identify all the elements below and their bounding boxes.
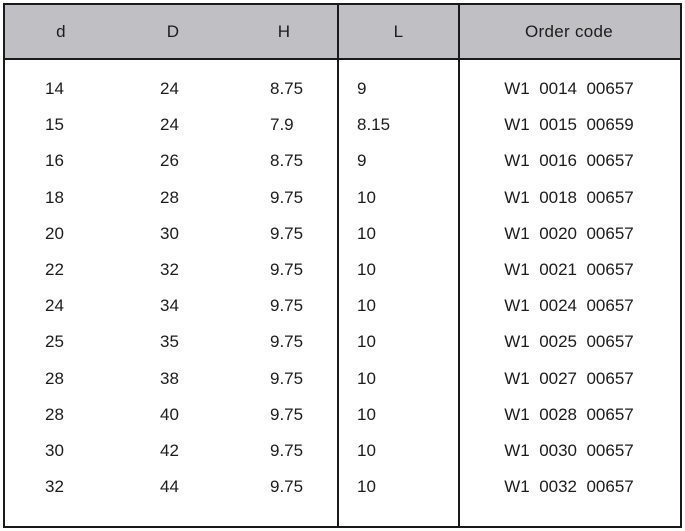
cell-order-code: W1 0016 00657	[504, 151, 634, 171]
cell-L: 10	[357, 477, 376, 497]
column-header-d: d	[56, 21, 66, 41]
cell-d: 25	[45, 332, 64, 352]
cell-D: 44	[160, 477, 179, 497]
cell-D: 35	[160, 332, 179, 352]
column-header-H: H	[277, 21, 291, 41]
cell-H: 9.75	[270, 368, 304, 388]
cell-H: 9.75	[270, 260, 304, 280]
cell-d: 24	[45, 296, 64, 316]
cell-H: 9.75	[270, 223, 304, 243]
table-body: 14 24 8.75 9 W1 0014 00657 15 24 7.9 8.1…	[5, 60, 680, 505]
cell-D: 26	[160, 151, 179, 171]
cell-L: 10	[357, 332, 376, 352]
cell-L: 10	[357, 368, 376, 388]
cell-D: 38	[160, 368, 179, 388]
cell-order-code: W1 0014 00657	[504, 79, 634, 99]
cell-order-code: W1 0021 00657	[504, 260, 634, 280]
cell-D: 32	[160, 260, 179, 280]
cell-L: 10	[357, 260, 376, 280]
cell-L: 10	[357, 404, 376, 424]
cell-D: 24	[160, 79, 179, 99]
cell-d: 28	[45, 368, 64, 388]
cell-d: 30	[45, 440, 64, 460]
cell-d: 16	[45, 151, 64, 171]
cell-d: 28	[45, 404, 64, 424]
cell-D: 28	[160, 187, 179, 207]
section-divider-left	[337, 5, 339, 526]
column-header-L: L	[393, 21, 404, 41]
cell-d: 14	[45, 79, 64, 99]
cell-order-code: W1 0015 00659	[504, 115, 634, 135]
cell-H: 9.75	[270, 332, 304, 352]
cell-L: 10	[357, 187, 376, 207]
cell-H: 9.75	[270, 440, 304, 460]
cell-D: 30	[160, 223, 179, 243]
cell-order-code: W1 0030 00657	[504, 440, 634, 460]
cell-H: 9.75	[270, 296, 304, 316]
cell-L: 10	[357, 440, 376, 460]
cell-D: 34	[160, 296, 179, 316]
cell-D: 24	[160, 115, 179, 135]
cell-order-code: W1 0024 00657	[504, 296, 634, 316]
cell-D: 40	[160, 404, 179, 424]
cell-H: 9.75	[270, 477, 304, 497]
section-divider-right	[458, 5, 460, 526]
table-header-row: d D H L Order code	[5, 5, 680, 60]
cell-L: 10	[357, 223, 376, 243]
column-header-D: D	[166, 21, 180, 41]
cell-H: 9.75	[270, 187, 304, 207]
cell-d: 15	[45, 115, 64, 135]
cell-order-code: W1 0032 00657	[504, 477, 634, 497]
cell-order-code: W1 0020 00657	[504, 223, 634, 243]
cell-H: 9.75	[270, 404, 304, 424]
cell-d: 18	[45, 187, 64, 207]
spec-table: d D H L Order code 14 24 8.75 9 W1 0014 …	[3, 3, 682, 528]
cell-d: 32	[45, 477, 64, 497]
column-header-order: Order code	[524, 21, 614, 41]
cell-order-code: W1 0028 00657	[504, 404, 634, 424]
cell-H: 8.75	[270, 79, 304, 99]
cell-H: 7.9	[270, 115, 294, 135]
cell-L: 8.15	[357, 115, 391, 135]
cell-D: 42	[160, 440, 179, 460]
cell-L: 9	[357, 79, 367, 99]
cell-order-code: W1 0025 00657	[504, 332, 634, 352]
cell-order-code: W1 0027 00657	[504, 368, 634, 388]
cell-H: 8.75	[270, 151, 304, 171]
cell-d: 22	[45, 260, 64, 280]
cell-L: 9	[357, 151, 367, 171]
cell-d: 20	[45, 223, 64, 243]
cell-L: 10	[357, 296, 376, 316]
cell-order-code: W1 0018 00657	[504, 187, 634, 207]
